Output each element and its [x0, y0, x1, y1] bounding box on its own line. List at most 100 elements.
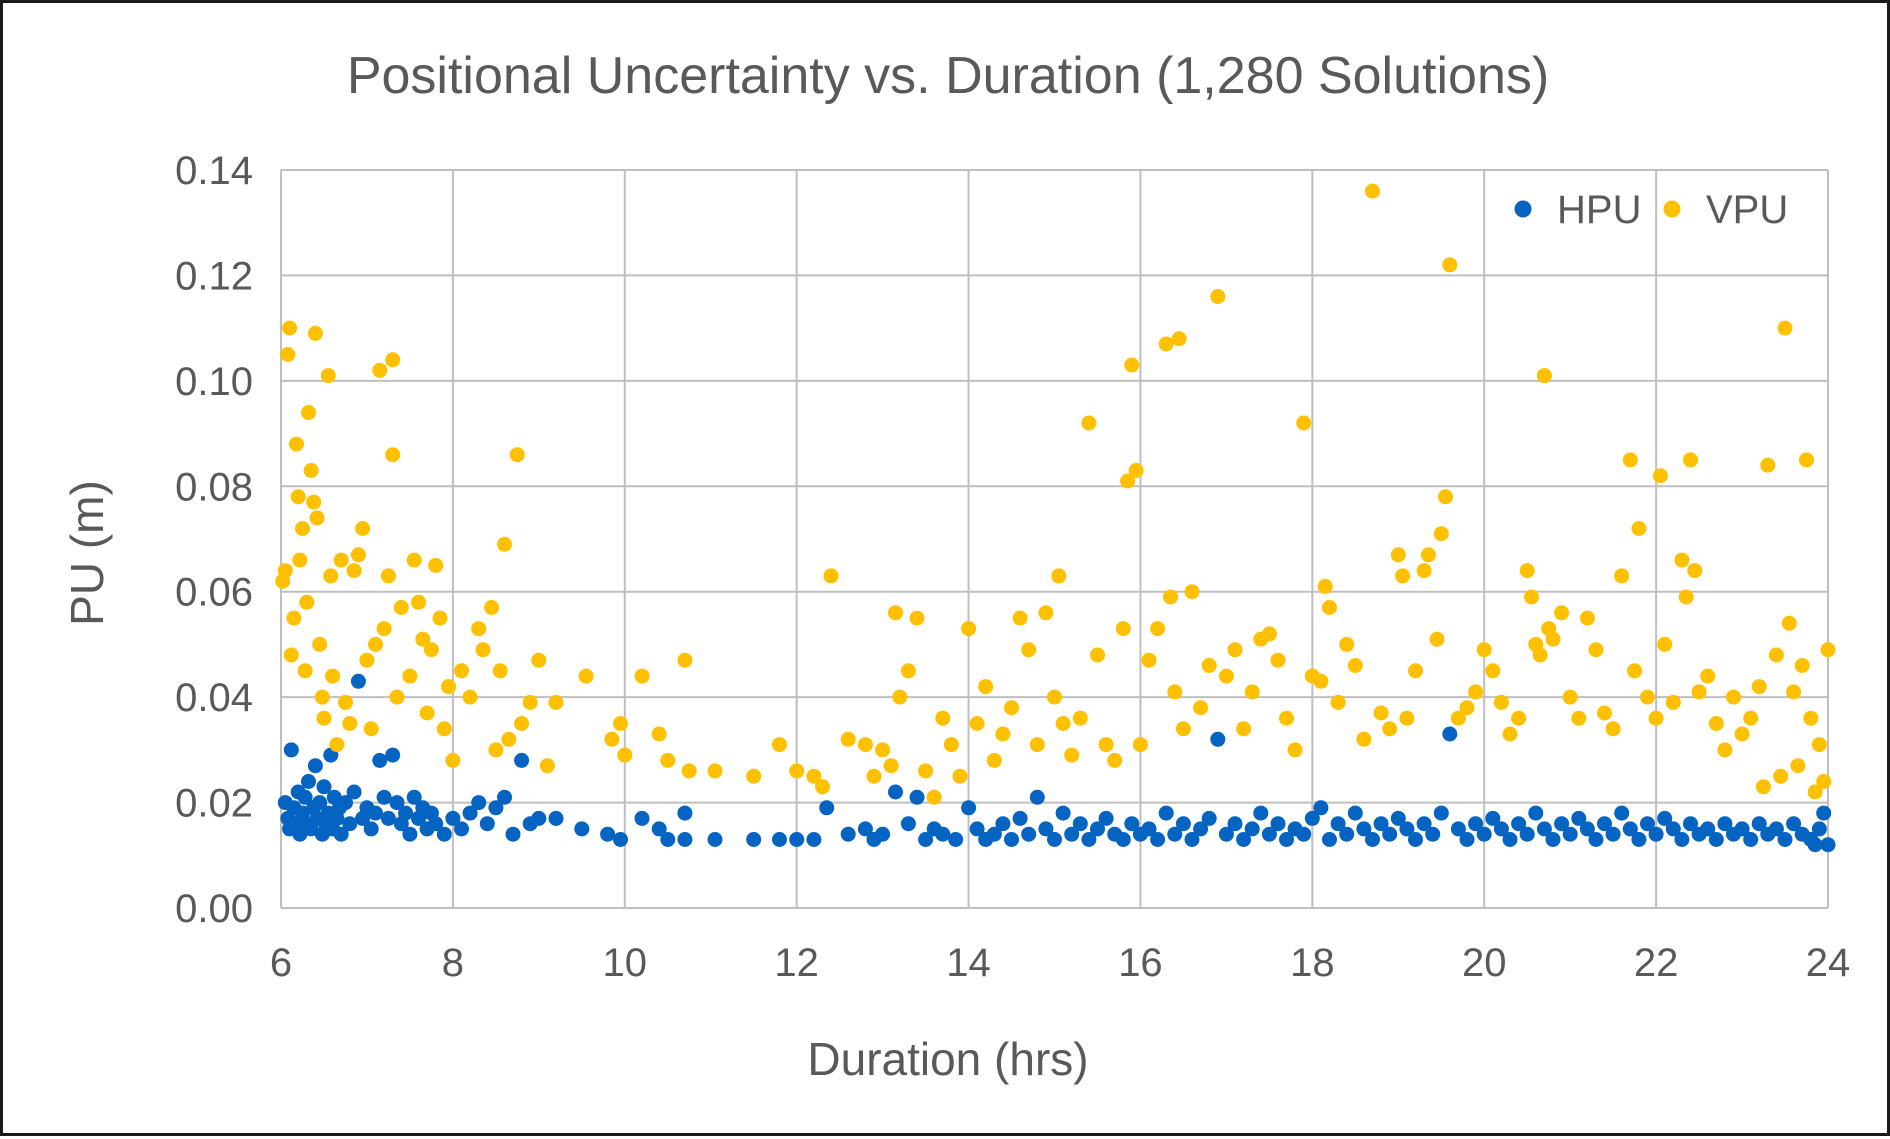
hpu-point — [1365, 832, 1380, 847]
vpu-point — [1021, 642, 1037, 658]
vpu-point — [1803, 710, 1819, 726]
hpu-point — [1450, 821, 1466, 837]
hpu-point — [1270, 816, 1286, 832]
x-tick-label: 20 — [1462, 941, 1507, 985]
vpu-point — [368, 636, 383, 652]
hpu-point — [1253, 805, 1269, 821]
hpu-point — [1141, 821, 1157, 837]
vpu-point — [522, 694, 538, 710]
vpu-point — [1768, 647, 1784, 663]
vpu-point — [312, 636, 328, 652]
vpu-point — [986, 752, 1002, 768]
vpu-point — [1614, 568, 1630, 584]
hpu-point — [1631, 832, 1647, 847]
hpu-point — [1356, 821, 1372, 837]
hpu-point — [900, 816, 916, 832]
hpu-point — [677, 805, 693, 821]
hpu-point — [1476, 826, 1492, 842]
vpu-point — [1562, 689, 1578, 705]
vpu-point — [746, 768, 762, 784]
hpu-point — [1743, 832, 1759, 847]
hpu-point — [1382, 826, 1398, 842]
vpu-point — [1588, 642, 1604, 658]
hpu-point — [342, 816, 358, 832]
hpu-point — [918, 832, 934, 847]
vpu-point — [1536, 368, 1552, 384]
vpu-point — [292, 552, 308, 568]
vpu-point — [1683, 452, 1698, 468]
hpu-point — [445, 810, 461, 826]
hpu-point — [660, 832, 676, 847]
hpu-point — [651, 821, 667, 837]
vpu-point — [935, 710, 951, 726]
hpu-point — [1528, 805, 1544, 821]
hpu-point — [1657, 810, 1673, 826]
vpu-point — [277, 563, 293, 579]
hpu-point — [1012, 810, 1028, 826]
vpu-point — [283, 647, 299, 663]
hpu-point — [497, 789, 512, 805]
vpu-point — [320, 368, 336, 384]
vpu-point — [303, 463, 319, 478]
hpu-point — [1554, 816, 1570, 832]
vpu-point — [428, 557, 444, 573]
vpu-point — [325, 668, 341, 684]
hpu-point — [1442, 726, 1458, 742]
vpu-point — [306, 494, 322, 510]
hpu-point — [350, 673, 366, 689]
vpu-point — [1691, 684, 1707, 700]
hpu-point — [1322, 832, 1337, 847]
vpu-point — [1090, 647, 1105, 663]
vpu-point — [1790, 758, 1806, 774]
vpu-point — [1317, 578, 1333, 594]
hpu-point — [372, 752, 388, 768]
vpu-point — [1158, 336, 1174, 352]
hpu-point — [875, 826, 891, 842]
vpu-point — [406, 552, 422, 568]
vpu-point — [823, 568, 839, 584]
vpu-point — [1554, 605, 1570, 621]
vpu-point — [1038, 605, 1054, 621]
vpu-point — [978, 679, 994, 695]
hpu-point — [297, 789, 313, 805]
hpu-point — [1493, 821, 1509, 837]
hpu-point — [1674, 832, 1690, 847]
hpu-point — [462, 805, 478, 821]
hpu-point — [380, 810, 396, 826]
hpu-point — [488, 800, 504, 816]
hpu-point — [1683, 816, 1698, 832]
hpu-point — [1811, 821, 1827, 837]
hpu-point — [1081, 832, 1097, 847]
hpu-point — [1210, 731, 1226, 747]
hpu-point — [888, 784, 903, 800]
vpu-point — [1571, 710, 1587, 726]
vpu-point — [1708, 716, 1724, 731]
x-tick-label: 22 — [1634, 941, 1679, 985]
hpu-point — [677, 832, 693, 847]
vpu-point — [1777, 320, 1793, 336]
vpu-point — [1382, 721, 1398, 737]
vpu-point — [548, 694, 564, 710]
hpu-point — [1193, 821, 1209, 837]
vpu-point — [806, 768, 822, 784]
vpu-point — [289, 436, 304, 452]
vpu-point — [1717, 742, 1733, 758]
hpu-point — [1236, 832, 1252, 847]
hpu-point — [1098, 810, 1114, 826]
hpu-point — [1700, 821, 1716, 837]
vpu-point — [883, 758, 899, 774]
vpu-point — [789, 763, 805, 779]
hpu-point — [1433, 805, 1449, 821]
hpu-point — [1390, 810, 1406, 826]
hpu-point — [338, 795, 353, 811]
vpu-point — [307, 325, 323, 341]
hpu-point — [1244, 821, 1260, 837]
vpu-point — [1429, 631, 1445, 647]
hpu-point — [389, 795, 405, 811]
vpu-point — [1373, 705, 1389, 721]
hpu-point — [1064, 826, 1080, 842]
hpu-point — [368, 805, 383, 821]
vpu-point — [660, 752, 676, 768]
hpu-point — [363, 821, 379, 837]
vpu-point — [1107, 752, 1123, 768]
